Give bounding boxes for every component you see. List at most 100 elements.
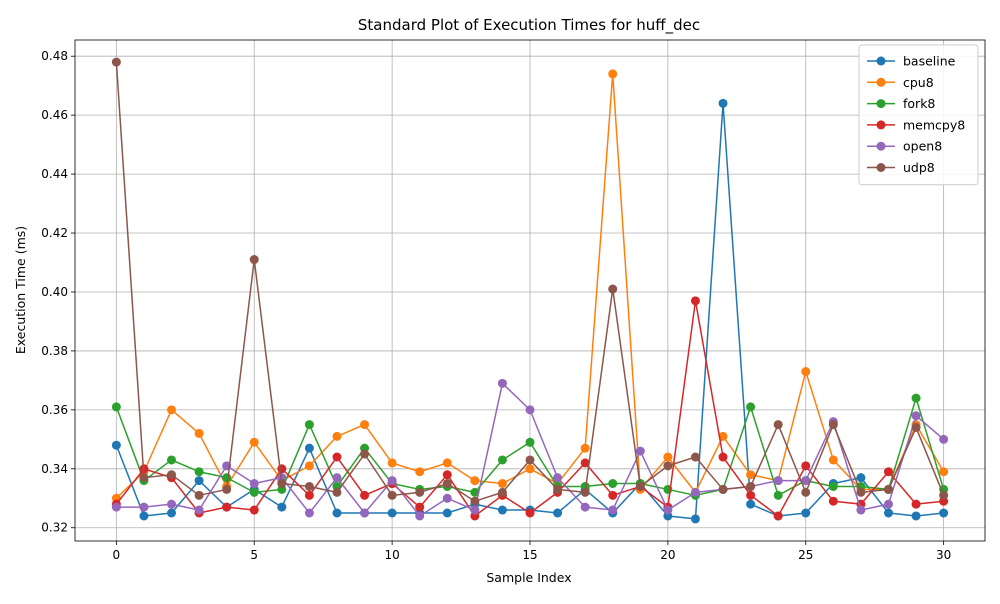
legend-swatch-marker [876,141,886,151]
data-point-open8 [801,476,811,486]
data-point-cpu8 [608,69,618,79]
legend-swatch-marker [876,120,886,130]
data-point-cpu8 [167,405,177,415]
data-point-open8 [360,508,370,518]
data-point-udp8 [139,473,149,483]
data-point-cpu8 [828,455,838,465]
data-point-udp8 [883,484,893,494]
data-point-open8 [470,505,480,515]
chart-title: Standard Plot of Execution Times for huf… [358,16,700,35]
data-point-cpu8 [580,443,590,453]
data-point-baseline [497,505,507,515]
data-point-udp8 [828,420,838,430]
legend-swatch-marker [876,163,886,172]
y-tick-label: 0.32 [41,521,68,535]
data-point-baseline [801,508,811,518]
y-tick-label: 0.46 [41,108,68,122]
series-group [111,57,949,524]
data-point-udp8 [801,487,811,497]
data-point-udp8 [277,479,287,489]
data-point-cpu8 [525,464,535,474]
data-point-cpu8 [304,461,314,471]
x-tick-label: 0 [113,548,121,562]
data-point-udp8 [663,461,673,471]
data-point-memcpy8 [222,502,232,512]
data-point-udp8 [690,452,700,462]
legend-entry-label: udp8 [903,160,935,175]
data-point-open8 [139,502,149,512]
data-point-udp8 [497,487,507,497]
data-point-open8 [553,473,563,483]
legend-swatch-marker [876,99,886,109]
x-tick-label: 15 [522,548,537,562]
data-point-open8 [442,493,452,503]
data-point-udp8 [442,479,452,489]
data-point-udp8 [111,57,121,67]
legend-entry-label: cpu8 [903,75,934,90]
legend-swatch-marker [876,56,886,66]
data-point-udp8 [580,487,590,497]
data-point-open8 [580,502,590,512]
data-point-fork8 [525,437,535,447]
x-axis-label: Sample Index [486,570,571,585]
data-point-open8 [939,434,949,444]
data-point-open8 [167,499,177,509]
data-point-udp8 [746,481,756,491]
axis-ticks: 0 5 10 15 20 25 30 0.32 0.34 0.36 0.38 0.40 0.42 0.44… [41,49,951,562]
data-point-cpu8 [332,431,342,441]
data-point-open8 [387,476,397,486]
y-tick-label: 0.34 [41,462,68,476]
data-point-baseline [387,508,397,518]
grid [75,40,985,541]
data-point-fork8 [773,490,783,500]
data-point-udp8 [525,455,535,465]
data-point-cpu8 [415,467,425,477]
data-point-memcpy8 [690,296,700,306]
series-open8 [111,378,949,521]
data-point-baseline [553,508,563,518]
data-point-udp8 [332,487,342,497]
x-tick-label: 20 [660,548,675,562]
data-point-fork8 [497,455,507,465]
data-point-cpu8 [746,470,756,480]
data-point-udp8 [387,490,397,500]
data-point-open8 [497,378,507,388]
data-point-open8 [690,487,700,497]
data-point-baseline [277,502,287,512]
data-point-fork8 [470,487,480,497]
data-point-udp8 [608,284,618,294]
y-tick-label: 0.42 [41,226,68,240]
data-point-memcpy8 [911,499,921,509]
data-point-memcpy8 [608,490,618,500]
data-point-udp8 [249,255,259,265]
data-point-open8 [304,508,314,518]
data-point-cpu8 [249,437,259,447]
legend-box [858,44,979,186]
data-point-memcpy8 [415,502,425,512]
data-point-baseline [167,508,177,518]
data-point-udp8 [304,481,314,491]
data-point-memcpy8 [360,490,370,500]
data-point-fork8 [194,467,204,477]
y-tick-label: 0.38 [41,344,68,358]
data-point-fork8 [304,420,314,430]
data-point-udp8 [718,484,728,494]
data-point-memcpy8 [580,458,590,468]
data-point-open8 [194,505,204,515]
x-tick-label: 5 [250,548,258,562]
data-point-fork8 [828,481,838,491]
data-point-baseline [332,508,342,518]
data-point-memcpy8 [304,490,314,500]
y-tick-label: 0.40 [41,285,68,299]
data-point-udp8 [167,470,177,480]
data-point-open8 [415,511,425,521]
legend-entry-label: open8 [903,139,942,154]
data-point-baseline [194,476,204,486]
data-point-memcpy8 [773,511,783,521]
data-point-baseline [911,511,921,521]
data-point-memcpy8 [828,496,838,506]
data-point-udp8 [856,487,866,497]
data-point-memcpy8 [883,467,893,477]
